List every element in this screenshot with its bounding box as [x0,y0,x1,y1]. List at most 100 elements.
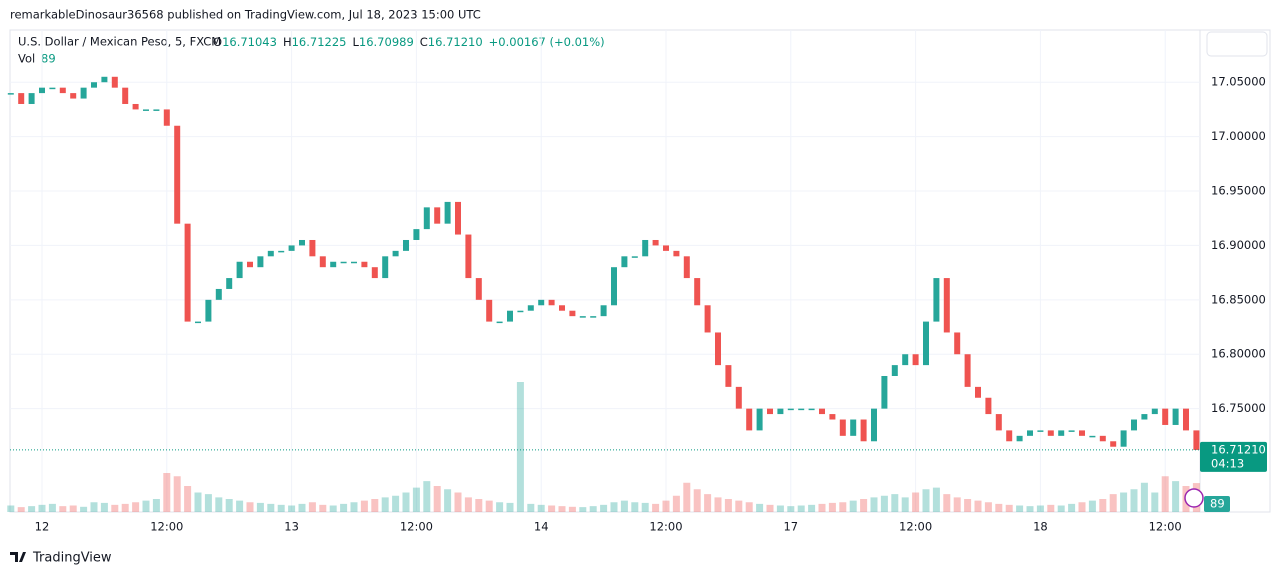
candle [153,109,160,111]
publisher: remarkableDinosaur36568 published on Tra… [10,8,481,22]
x-tick-label: 14 [534,520,549,534]
volume-bar [423,481,431,512]
candle [1079,430,1085,436]
volume-bar [901,497,909,512]
volume-bar [340,503,348,512]
candle [299,239,305,246]
volume-tag [1204,496,1230,512]
volume-bar [173,476,181,512]
candle [392,250,399,257]
candle [91,82,97,88]
brand: TradingView [32,551,112,566]
volume-bar [392,495,400,512]
candle [902,354,909,366]
candle [475,278,482,300]
candle [777,408,784,415]
x-tick-label: 18 [1033,520,1048,534]
volume-bar [568,506,576,512]
volume-bar [485,500,493,512]
x-tick-label: 12:00 [400,520,433,534]
ohlc-value: 16.71210 [428,35,483,49]
candle [631,256,638,258]
logo [10,552,26,562]
volume-bar [142,500,150,512]
candle [517,310,524,313]
ohlc-key: O [213,35,222,49]
candle [1047,430,1054,436]
volume-bar [475,499,483,512]
candle [704,305,711,333]
candle [403,239,409,251]
volume-bar [267,503,275,512]
volume-bar [839,502,847,512]
y-tick-label: 17.00000 [1211,129,1266,143]
candle [538,299,545,306]
candle [995,414,1002,431]
candle [746,408,753,431]
ohlc: O16.71043 H16.71225 L16.70989 C16.71210 +0.0… [213,35,605,49]
volume-bar [371,499,379,512]
candle [195,321,201,324]
volume-bar [506,502,514,512]
volume-bar [683,482,691,512]
candle [423,207,430,230]
candle [808,408,815,411]
candle [174,125,181,224]
volume-bar [891,494,899,512]
volume-bar [579,507,587,512]
volume-bar [516,382,524,512]
candle [527,305,534,311]
volume-bar [90,502,98,512]
candle [569,310,576,317]
candle [59,87,66,94]
volume-bar [776,505,784,512]
candle [579,316,586,318]
candle [1058,430,1065,436]
candle [725,365,732,387]
alert-icon [1184,488,1204,508]
countdown: 04:13 [1211,456,1244,470]
candle [1141,414,1148,420]
candle [1099,435,1106,442]
x-tick-label: 17 [783,520,798,534]
candle [548,299,555,306]
volume-bar [693,489,701,512]
volume-bar [1172,481,1180,512]
candle [860,419,867,442]
volume-bar [17,507,25,512]
candle [663,245,669,251]
symbol: U.S. Dollar / Mexican Peso, 5, FXCM [18,35,221,49]
volume-bar [1151,492,1159,512]
volume-bar [298,503,306,512]
candle [798,408,805,411]
volume-bar [1130,489,1138,512]
volume-bar [360,500,368,512]
candle [215,288,222,300]
volume-bar [1120,492,1128,512]
volume-bar [454,492,462,512]
candle [288,245,295,251]
volume-bar [652,503,660,512]
candle [839,419,846,436]
volume-bar [184,486,192,512]
candle [767,408,773,415]
candle [881,375,888,409]
volume-bar [121,503,129,512]
candle [413,229,420,240]
candle [267,250,274,257]
candle [923,321,929,366]
candle [507,310,513,322]
candle [975,386,981,398]
candle [673,250,680,257]
volume-bar [256,502,264,512]
y-tick-label: 17.05000 [1211,75,1266,89]
candle [278,250,285,253]
candle [985,397,992,415]
candle [330,261,337,268]
volume-bar [1036,505,1044,512]
frame [9,29,1271,513]
candle [694,278,701,306]
candle [39,87,45,94]
volume-bar [766,504,774,512]
volume-tag-label: 89 [1210,497,1225,511]
